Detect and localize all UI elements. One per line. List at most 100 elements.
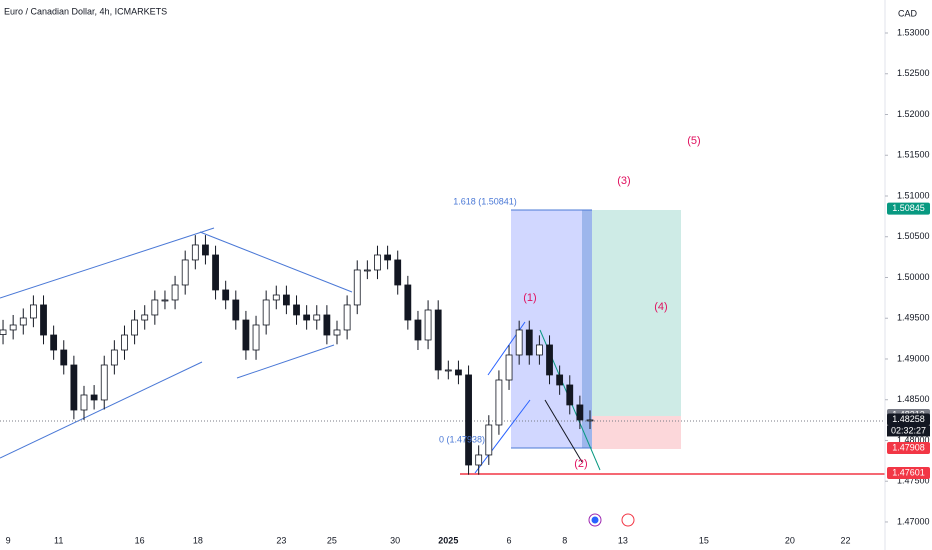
y-tick-label: 1.53000: [897, 27, 930, 37]
candle-body: [485, 424, 493, 456]
candle-body: [232, 299, 240, 321]
candle-body: [272, 294, 280, 301]
candle-body: [191, 244, 199, 261]
price-label-box: [887, 441, 930, 454]
candle-body: [363, 269, 371, 272]
y-tick-label: 1.52500: [897, 68, 930, 78]
candle-body: [424, 309, 432, 341]
candle-body: [556, 374, 564, 386]
annotation: (1): [523, 292, 536, 304]
candle-body: [181, 259, 189, 286]
candle-body: [323, 314, 331, 336]
price-label: 1.47601: [892, 467, 925, 477]
event-icon[interactable]: [588, 513, 602, 527]
candle-body: [151, 299, 159, 316]
y-tick-label: 1.50000: [897, 272, 930, 282]
annotation: 1.618 (1.50841): [453, 196, 517, 206]
candle-body: [384, 254, 391, 261]
y-tick-label: 1.51500: [897, 150, 930, 160]
annotation: (5): [687, 135, 700, 147]
price-label: 1.48258: [892, 414, 925, 424]
currency: CAD: [898, 8, 918, 18]
channel-line: [0, 361, 203, 459]
candle-body: [50, 334, 58, 351]
triangle-line: [236, 344, 335, 379]
x-tick-label: 16: [135, 535, 145, 545]
price-label-box: [887, 413, 930, 426]
candle-body: [495, 379, 503, 426]
wedge-line: [474, 399, 531, 474]
candle-body: [90, 394, 98, 401]
price-label-box: [887, 466, 930, 479]
price-label: 1.50845: [892, 203, 925, 213]
triangle-line: [199, 231, 353, 293]
candle-body: [252, 324, 260, 351]
annotation: (4): [654, 301, 667, 313]
candle-body: [313, 314, 321, 321]
x-tick-label: 15: [699, 535, 709, 545]
candle-body: [475, 454, 483, 466]
candle-body: [121, 334, 128, 351]
candle-body: [212, 254, 219, 291]
candle-body: [394, 259, 402, 286]
y-tick-label: 1.49500: [897, 313, 930, 323]
candle-body: [222, 289, 230, 301]
candle-body: [0, 329, 7, 335]
candle-body: [404, 284, 412, 321]
price-label: 1.47908: [892, 442, 925, 452]
chart-title: Euro / Canadian Dollar, 4h, ICMARKETS: [4, 6, 167, 16]
y-tick-label: 1.52000: [897, 109, 930, 119]
candle-body: [29, 304, 37, 319]
candle-body: [70, 364, 78, 411]
candle-body: [586, 419, 594, 422]
event-icon[interactable]: [591, 516, 599, 524]
candle-body: [566, 384, 574, 406]
candle-body: [171, 284, 179, 301]
candle-body: [110, 349, 118, 366]
candle-body: [303, 314, 311, 321]
x-tick-label: 2025: [438, 535, 458, 545]
x-tick-label: 18: [193, 535, 203, 545]
fib-strip: [582, 210, 592, 448]
annotation: (2): [574, 458, 587, 470]
candle-body: [282, 294, 290, 306]
candle-body: [60, 349, 68, 366]
candle-body: [9, 324, 17, 331]
channel-line: [0, 227, 215, 299]
candle-body: [505, 354, 513, 381]
y-tick-label: 1.50500: [897, 231, 930, 241]
y-tick-label: 1.48500: [897, 394, 930, 404]
candle-body: [353, 269, 361, 306]
candle-body: [141, 314, 149, 321]
candle-body: [40, 304, 47, 336]
candle-body: [293, 304, 300, 316]
candle-body: [374, 254, 381, 271]
y-tick-label: 1.48000: [897, 435, 930, 445]
price-label-box: [887, 202, 930, 215]
candle-body: [262, 299, 270, 326]
candle-body: [414, 319, 422, 341]
y-tick-label: 1.47000: [897, 516, 930, 526]
candle-body: [333, 329, 341, 336]
candle-body: [465, 374, 472, 466]
candle-body: [535, 344, 543, 356]
x-tick-label: 20: [785, 535, 795, 545]
candle-body: [515, 329, 523, 356]
candle-body: [525, 329, 533, 356]
candle-body: [80, 394, 88, 411]
candle-body: [455, 369, 462, 376]
candle-body: [100, 364, 108, 401]
x-tick-label: 13: [618, 535, 628, 545]
x-tick-label: 25: [327, 535, 337, 545]
candle-body: [161, 299, 169, 302]
x-tick-label: 6: [507, 535, 512, 545]
event-icon[interactable]: [621, 513, 635, 527]
annotation: (3): [617, 175, 630, 187]
candle-body: [202, 244, 209, 256]
candle-body: [343, 304, 351, 331]
y-tick-label: 1.51000: [897, 190, 930, 200]
candle-body: [19, 317, 27, 326]
wedge-line: [544, 399, 583, 463]
